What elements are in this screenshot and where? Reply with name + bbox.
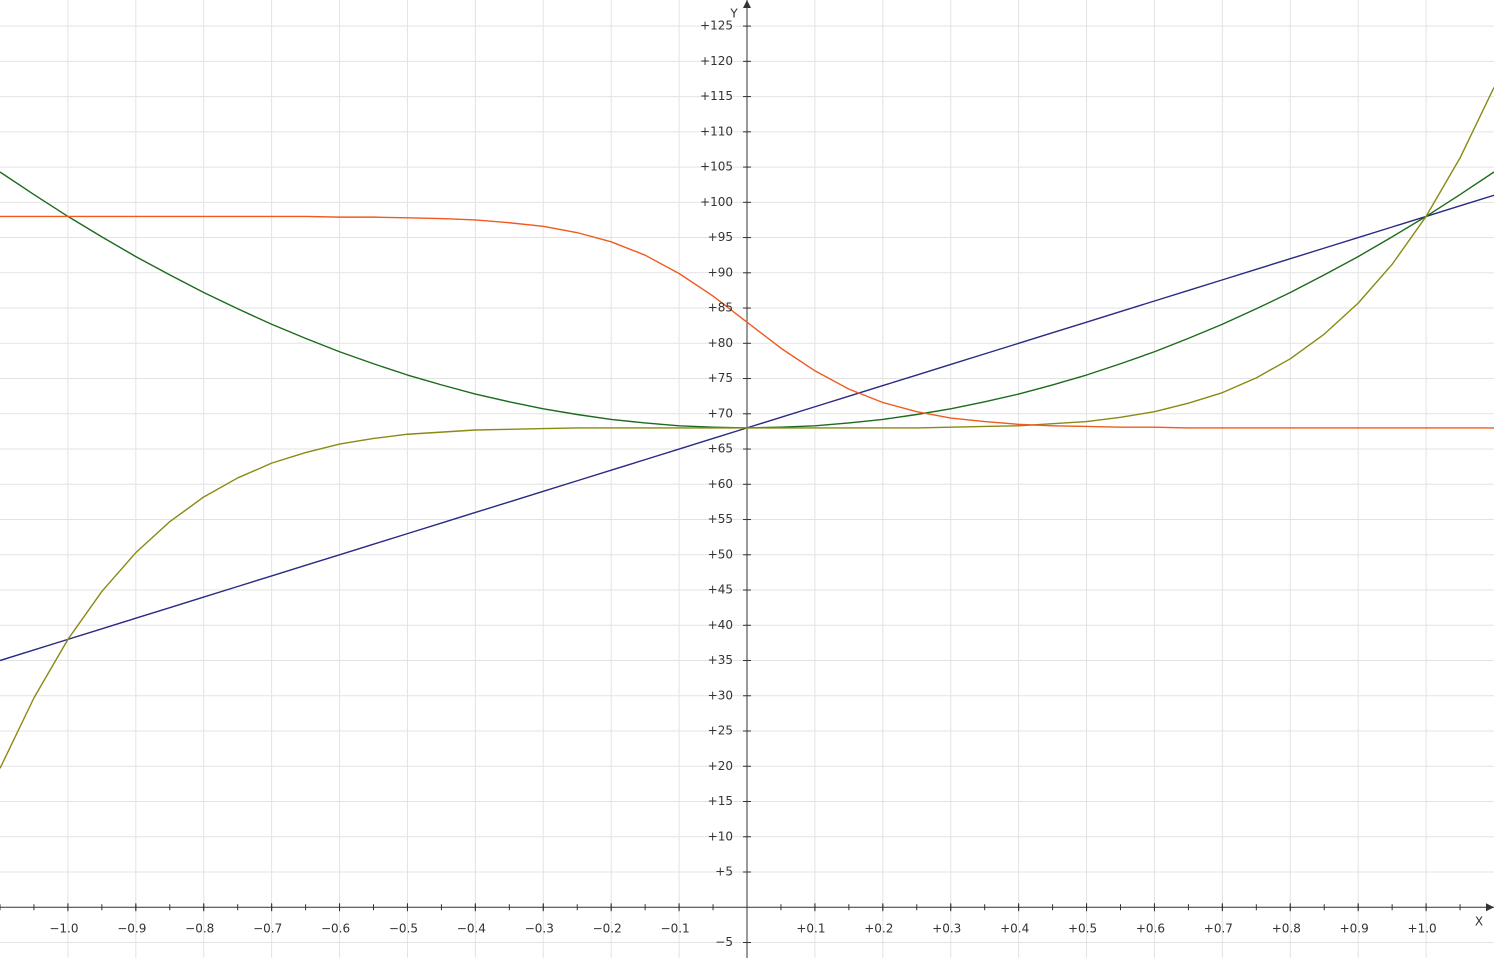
y-tick-label: +60 <box>708 477 733 491</box>
y-tick-label: +15 <box>708 794 733 808</box>
x-tick-label: −0.6 <box>321 922 350 936</box>
y-tick-label: +105 <box>700 160 733 174</box>
x-tick-label: −0.2 <box>593 922 622 936</box>
y-tick-label: +65 <box>708 442 733 456</box>
y-axis-arrow <box>743 0 751 8</box>
y-tick-label: +75 <box>708 371 733 385</box>
x-tick-label: +0.8 <box>1272 922 1301 936</box>
x-tick-label: −0.1 <box>661 922 690 936</box>
y-tick-label: +10 <box>708 829 733 843</box>
x-tick-label: +1.0 <box>1408 922 1437 936</box>
x-tick-label: −0.5 <box>389 922 418 936</box>
x-axis-label: X <box>1475 915 1483 929</box>
y-tick-label: +110 <box>700 124 733 138</box>
x-tick-label: +0.2 <box>864 922 893 936</box>
y-tick-label: +80 <box>708 336 733 350</box>
x-tick-label: +0.6 <box>1136 922 1165 936</box>
x-axis-arrow <box>1486 903 1494 912</box>
y-axis-label: Y <box>729 7 738 21</box>
y-tick-label: +35 <box>708 653 733 667</box>
y-tick-label: +100 <box>700 195 733 209</box>
y-tick-label: +30 <box>708 688 733 702</box>
y-tick-label: +50 <box>708 547 733 561</box>
y-tick-label: +70 <box>708 406 733 420</box>
y-tick-label: −5 <box>715 935 733 949</box>
y-tick-label: +20 <box>708 759 733 773</box>
x-tick-label: +0.1 <box>796 922 825 936</box>
x-tick-label: +0.7 <box>1204 922 1233 936</box>
x-tick-label: +0.9 <box>1340 922 1369 936</box>
series-line <box>0 215 1494 429</box>
y-tick-label: +95 <box>708 230 733 244</box>
y-tick-label: +25 <box>708 724 733 738</box>
y-tick-label: +45 <box>708 583 733 597</box>
x-tick-label: −0.3 <box>525 922 554 936</box>
x-tick-label: −0.9 <box>117 922 146 936</box>
y-tick-label: +55 <box>708 512 733 526</box>
y-tick-label: +90 <box>708 265 733 279</box>
labels: −1.0 −0.9 −0.8 −0.7 −0.6 −0.5 −0.4 −0.3 −0.2 −0.1… <box>49 7 1483 949</box>
x-tick-label: −0.4 <box>457 922 486 936</box>
series-line <box>0 87 1494 769</box>
y-tick-label: +115 <box>700 89 733 103</box>
y-tick-label: +40 <box>708 618 733 632</box>
x-tick-label: +0.4 <box>1000 922 1029 936</box>
plot-lines <box>0 87 1494 769</box>
y-tick-label: +125 <box>700 19 733 33</box>
x-tick-label: +0.3 <box>932 922 961 936</box>
y-tick-label: +120 <box>700 54 733 68</box>
y-tick-label: +5 <box>715 864 733 878</box>
x-tick-label: −1.0 <box>49 922 78 936</box>
y-tick-label: +85 <box>708 301 733 315</box>
x-tick-label: −0.7 <box>253 922 282 936</box>
x-tick-label: +0.5 <box>1068 922 1097 936</box>
x-tick-label: −0.8 <box>185 922 214 936</box>
